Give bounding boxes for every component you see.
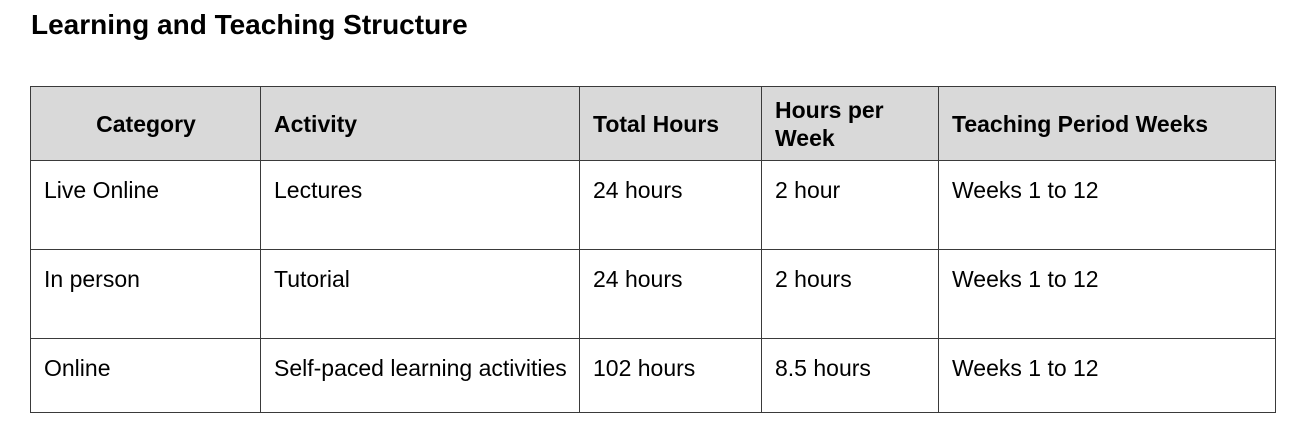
header-total-hours: Total Hours [579, 86, 762, 161]
cell-category: In person [30, 249, 261, 339]
cell-category: Live Online [30, 160, 261, 250]
cell-total-hours: 24 hours [579, 249, 762, 339]
header-teaching-period-weeks: Teaching Period Weeks [938, 86, 1276, 161]
cell-hours-per-week: 2 hour [761, 160, 939, 250]
cell-activity: Lectures [260, 160, 580, 250]
cell-activity: Self-paced learning activities [260, 338, 580, 413]
cell-activity: Tutorial [260, 249, 580, 339]
table-row: In person Tutorial 24 hours 2 hours Week… [30, 249, 1276, 339]
page-title: Learning and Teaching Structure [31, 9, 468, 40]
learning-teaching-table: Category Activity Total Hours Hours per … [30, 86, 1276, 413]
header-activity: Activity [260, 86, 580, 161]
table-header-row: Category Activity Total Hours Hours per … [30, 86, 1276, 161]
table-row: Live Online Lectures 24 hours 2 hour Wee… [30, 160, 1276, 250]
cell-hours-per-week: 8.5 hours [761, 338, 939, 413]
cell-total-hours: 24 hours [579, 160, 762, 250]
cell-hours-per-week: 2 hours [761, 249, 939, 339]
table-row: Online Self-paced learning activities 10… [30, 338, 1276, 413]
cell-category: Online [30, 338, 261, 413]
cell-teaching-period-weeks: Weeks 1 to 12 [938, 338, 1276, 413]
cell-total-hours: 102 hours [579, 338, 762, 413]
header-hours-per-week: Hours per Week [761, 86, 939, 161]
cell-teaching-period-weeks: Weeks 1 to 12 [938, 249, 1276, 339]
header-category: Category [30, 86, 261, 161]
cell-teaching-period-weeks: Weeks 1 to 12 [938, 160, 1276, 250]
